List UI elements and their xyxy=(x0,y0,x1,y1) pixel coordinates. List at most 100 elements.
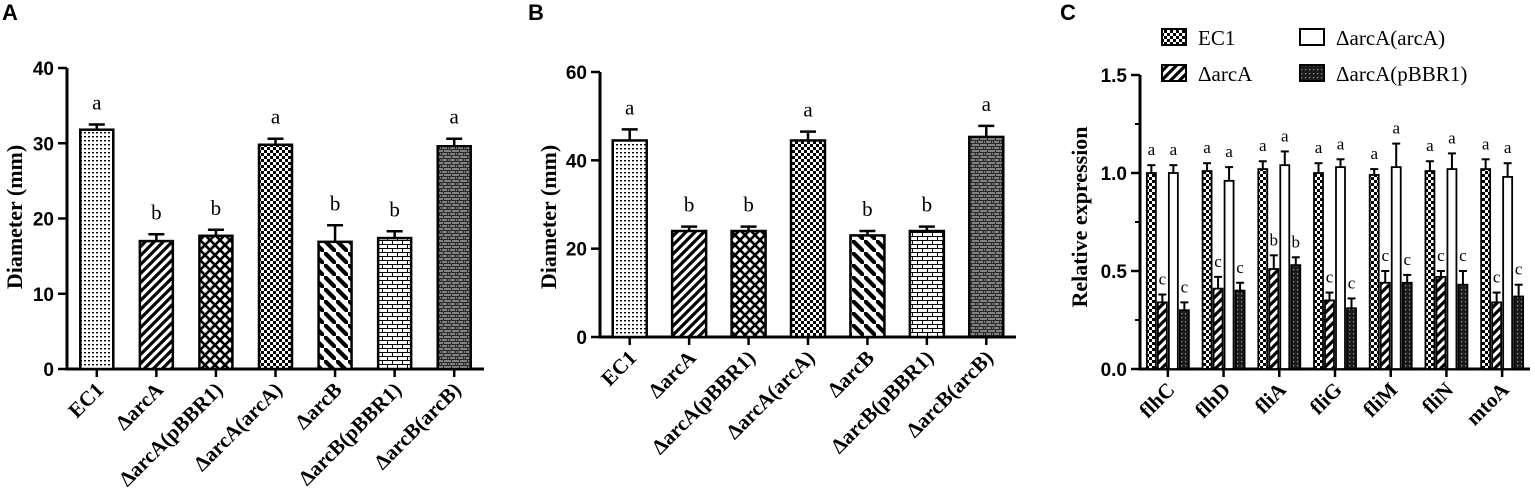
significance-letter: c xyxy=(1181,277,1189,296)
bar xyxy=(730,229,767,339)
bar xyxy=(1212,287,1224,370)
bar xyxy=(1379,281,1391,370)
x-tick-label: ΔarcA xyxy=(643,345,701,403)
significance-letter: a xyxy=(1370,144,1378,163)
significance-letter: b xyxy=(743,193,754,217)
significance-letter: c xyxy=(1381,246,1389,265)
y-tick-label: 30 xyxy=(33,134,54,155)
significance-letter: b xyxy=(389,197,400,221)
y-tick-label: 0 xyxy=(43,360,54,381)
x-tick-label: ΔarcB(pBBR1) xyxy=(826,346,939,459)
bar xyxy=(1201,170,1213,370)
legend-swatch xyxy=(1299,28,1325,46)
significance-letter: b xyxy=(330,191,341,215)
x-tick-label: mtoA xyxy=(1461,377,1514,430)
y-tick-label: 10 xyxy=(33,285,54,306)
bar xyxy=(1145,172,1157,370)
bar xyxy=(1424,170,1436,370)
significance-letter: c xyxy=(1403,250,1411,269)
significance-letter: c xyxy=(1326,268,1334,287)
x-tick-label: ΔarcB xyxy=(290,378,347,435)
x-tick-label: fliA xyxy=(1250,377,1291,418)
y-axis-label: Diameter (mm) xyxy=(2,145,27,289)
y-tick-label: 0 xyxy=(576,328,587,349)
significance-letter: c xyxy=(1493,268,1501,287)
x-tick-label: ΔarcA(pBBR1) xyxy=(647,346,760,459)
significance-letter: b xyxy=(1270,230,1279,249)
significance-letter: c xyxy=(1437,246,1445,265)
bar xyxy=(1257,168,1269,370)
significance-letter: a xyxy=(450,105,460,129)
significance-letter: a xyxy=(1225,142,1233,161)
bar xyxy=(1480,168,1492,370)
significance-letter: c xyxy=(1348,273,1356,292)
significance-letter: c xyxy=(1459,246,1467,265)
x-tick-label: flhD xyxy=(1190,378,1235,423)
significance-letter: a xyxy=(1392,119,1400,138)
x-tick-label: fliG xyxy=(1305,378,1347,420)
bar xyxy=(1223,179,1235,370)
x-tick-label: fliN xyxy=(1417,378,1458,419)
y-tick-label: 40 xyxy=(566,151,587,172)
x-tick-label: ΔarcA xyxy=(111,377,169,435)
significance-letter: a xyxy=(1170,140,1178,159)
legend-label: EC1 xyxy=(1198,26,1235,50)
significance-letter: b xyxy=(862,197,873,221)
significance-letter: c xyxy=(1159,270,1167,289)
bar xyxy=(1502,176,1514,370)
significance-letter: c xyxy=(1515,260,1523,279)
significance-letter: c xyxy=(1236,258,1244,277)
bar xyxy=(1401,281,1413,370)
bar xyxy=(198,234,234,371)
significance-letter: a xyxy=(1259,136,1267,155)
x-tick-label: ΔarcA(pBBR1) xyxy=(114,378,227,491)
bar xyxy=(1324,299,1335,370)
bar xyxy=(317,240,353,371)
significance-letter: c xyxy=(1214,252,1222,271)
significance-letter: a xyxy=(271,105,281,129)
x-tick-label: ΔarcB(pBBR1) xyxy=(294,378,407,491)
bar xyxy=(138,239,175,371)
bar xyxy=(436,145,472,371)
y-axis-label: Relative expression xyxy=(1067,126,1092,307)
legend: EC1 ΔarcA(arcA) ΔarcA ΔarcA(pBBR1) xyxy=(1161,26,1467,86)
significance-letter: a xyxy=(1315,138,1323,157)
x-tick-label: ΔarcB xyxy=(822,346,879,403)
bar xyxy=(908,229,946,339)
significance-letter: a xyxy=(1504,138,1512,157)
legend-swatch xyxy=(1299,64,1325,82)
significance-letter: a xyxy=(1448,128,1456,147)
x-tick-label: flhC xyxy=(1134,378,1179,423)
y-tick-label: 20 xyxy=(33,210,54,231)
panel-letter-a: A xyxy=(2,0,18,25)
y-tick-label: 1.5 xyxy=(1101,66,1128,87)
bar xyxy=(1178,309,1190,370)
bar xyxy=(1368,174,1380,370)
y-axis-label: Diameter (mm) xyxy=(536,145,561,289)
significance-letter: a xyxy=(625,95,635,119)
significance-letter: a xyxy=(1337,134,1345,153)
legend-swatch xyxy=(1161,28,1187,46)
significance-letter: a xyxy=(982,92,992,116)
bar xyxy=(849,234,886,339)
bar xyxy=(1156,301,1168,370)
y-tick-label: 0.0 xyxy=(1101,360,1127,381)
bar xyxy=(79,128,115,371)
significance-letter: a xyxy=(803,98,813,122)
bar xyxy=(1279,164,1291,370)
significance-letter: a xyxy=(1203,138,1211,157)
bar xyxy=(1446,168,1458,370)
bar xyxy=(1167,172,1179,370)
bar xyxy=(1234,289,1246,370)
bar xyxy=(1268,268,1280,370)
x-tick-label: fliM xyxy=(1358,377,1402,421)
bar xyxy=(1435,275,1447,370)
bar xyxy=(1290,264,1302,370)
panel-letter-c: C xyxy=(1060,0,1076,25)
significance-letter: b xyxy=(684,193,695,217)
bar xyxy=(1513,295,1525,370)
significance-letter: b xyxy=(1292,232,1301,251)
bar xyxy=(257,143,294,371)
panel-letter-b: B xyxy=(528,0,544,25)
